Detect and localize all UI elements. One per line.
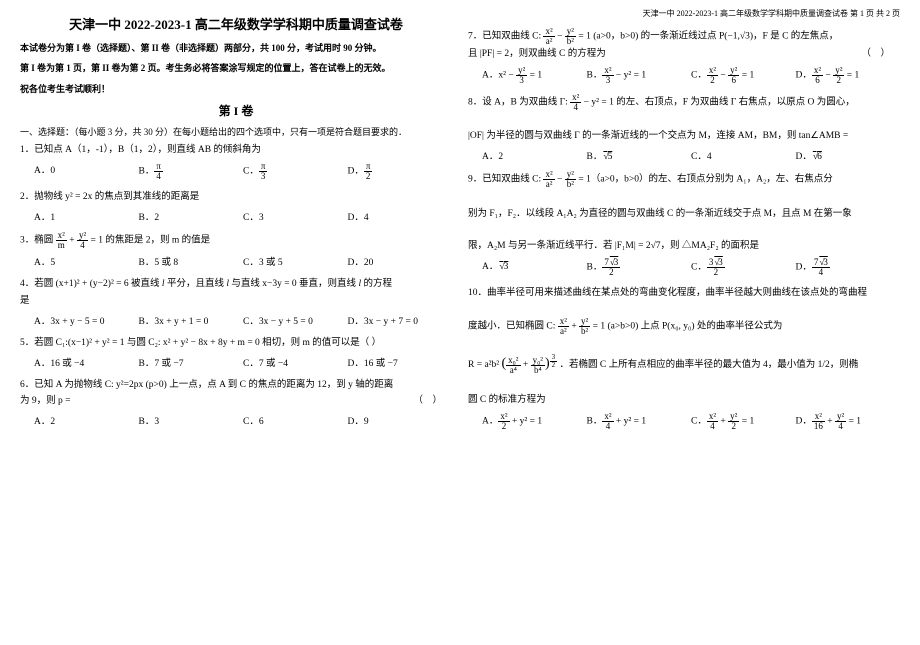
q4-D: D．3x − y + 7 = 0 [348,313,453,327]
q4-options: A．3x + y − 5 = 0 B．3x + y + 1 = 0 C．3x −… [20,313,452,327]
q10-options: A．x²2 + y² = 1 B．x²4 + y² = 1 C．x²4 + y²… [468,412,900,431]
q9-stem: 9．已知双曲线 C: x²a² − y²b² = 1（a>0，b>0）的左、右顶… [468,170,900,254]
q6-C: C．6 [243,413,348,427]
q8-stem: 8．设 A，B 为双曲线 Γ: x²4 − y² = 1 的左、右顶点，F 为双… [468,93,900,144]
exam-page: 天津一中 2022-2023-1 高二年级数学学科期中质量调查试卷 本试卷分为第… [0,0,920,645]
q10-D: D．x²16 + y²4 = 1 [796,412,901,431]
q8-options: A．2 B．5 C．4 D．6 [468,148,900,162]
q4-A: A．3x + y − 5 = 0 [34,313,139,327]
q5-B: B．7 或 −7 [139,355,244,369]
q4-C: C．3x − y + 5 = 0 [243,313,348,327]
instructions-3: 祝各位考生考试顺利！ [20,82,452,96]
q3-options: A．5 B．5 或 8 C．3 或 5 D．20 [20,254,452,268]
q7-options: A．x² − y²3 = 1 B．x²3 − y² = 1 C．x²2 − y²… [468,66,900,85]
q6-stem: 6．已知 A 为抛物线 C: y²=2px (p>0) 上一点，点 A 到 C … [20,377,452,409]
q1-A: A．0 [34,162,139,181]
q3-A: A．5 [34,254,139,268]
q4-stem: 4．若圆 (x+1)² + (y−2)² = 6 被直线 l 平分，且直线 l … [20,276,452,308]
section-a-head: 一、选择题：（每小题 3 分，共 30 分）在每小题给出的四个选项中，只有一项是… [20,125,452,138]
q3-B: B．5 或 8 [139,254,244,268]
q7-A: A．x² − y²3 = 1 [482,66,587,85]
q8-B: B．5 [587,148,692,162]
q10-stem: 10．曲率半径可用来描述曲线在某点处的弯曲变化程度，曲率半径越大则曲线在该点处的… [468,285,900,409]
q6-options: A．2 B．3 C．6 D．9 [20,413,452,427]
q9-A: A．3 [482,258,587,277]
q5-C: C．7 或 −4 [243,355,348,369]
instructions-2: 第 I 卷为第 1 页，第 II 卷为第 2 页。考生务必将答案涂写规定的位置上… [20,61,452,75]
q2-options: A．1 B．2 C．3 D．4 [20,209,452,223]
q3-C: C．3 或 5 [243,254,348,268]
q6-D: D．9 [348,413,453,427]
q1-stem: 1．已知点 A（1，-1），B（1，2），则直线 AB 的倾斜角为 [20,142,452,158]
right-column: 天津一中 2022-2023-1 高二年级数学学科期中质量调查试卷 第 1 页 … [460,8,908,637]
q9-options: A．3 B．732 C．332 D．734 [468,258,900,277]
page-header: 天津一中 2022-2023-1 高二年级数学学科期中质量调查试卷 第 1 页 … [468,8,900,19]
q10-A: A．x²2 + y² = 1 [482,412,587,431]
q10-B: B．x²4 + y² = 1 [587,412,692,431]
q7-B: B．x²3 − y² = 1 [587,66,692,85]
q5-A: A．16 或 −4 [34,355,139,369]
q3-D: D．20 [348,254,453,268]
q2-D: D．4 [348,209,453,223]
part-1-label: 第 I 卷 [20,102,452,119]
q4-B: B．3x + y + 1 = 0 [139,313,244,327]
left-column: 天津一中 2022-2023-1 高二年级数学学科期中质量调查试卷 本试卷分为第… [12,8,460,637]
q9-C: C．332 [691,258,796,277]
q1-C: C．π3 [243,162,348,181]
q8-D: D．6 [796,148,901,162]
q1-options: A．0 B．π4 C．π3 D．π2 [20,162,452,181]
q10-C: C．x²4 + y²2 = 1 [691,412,796,431]
q2-stem: 2．抛物线 y² = 2x 的焦点到其准线的距离是 [20,189,452,205]
q8-A: A．2 [482,148,587,162]
q1-B: B．π4 [139,162,244,181]
q7-stem: 7．已知双曲线 C: x²a² − y²b² = 1 (a>0，b>0) 的一条… [468,27,900,62]
q5-stem: 5．若圆 C₁:(x−1)² + y² = 1 与圆 C₂: x² + y² −… [20,335,452,351]
instructions-1: 本试卷分为第 I 卷（选择题）、第 II 卷（非选择题）两部分，共 100 分，… [20,41,452,55]
q7-D: D．x²6 − y²2 = 1 [796,66,901,85]
q1-D: D．π2 [348,162,453,181]
q5-D: D．16 或 −7 [348,355,453,369]
q3-stem: 3．椭圆 x²m + y²4 = 1 的焦距是 2，则 m 的值是 [20,231,452,250]
q6-B: B．3 [139,413,244,427]
q2-A: A．1 [34,209,139,223]
q2-B: B．2 [139,209,244,223]
q2-C: C．3 [243,209,348,223]
q6-A: A．2 [34,413,139,427]
q9-D: D．734 [796,258,901,277]
q8-C: C．4 [691,148,796,162]
q9-B: B．732 [587,258,692,277]
exam-title: 天津一中 2022-2023-1 高二年级数学学科期中质量调查试卷 [20,14,452,33]
q5-options: A．16 或 −4 B．7 或 −7 C．7 或 −4 D．16 或 −7 [20,355,452,369]
q7-C: C．x²2 − y²6 = 1 [691,66,796,85]
